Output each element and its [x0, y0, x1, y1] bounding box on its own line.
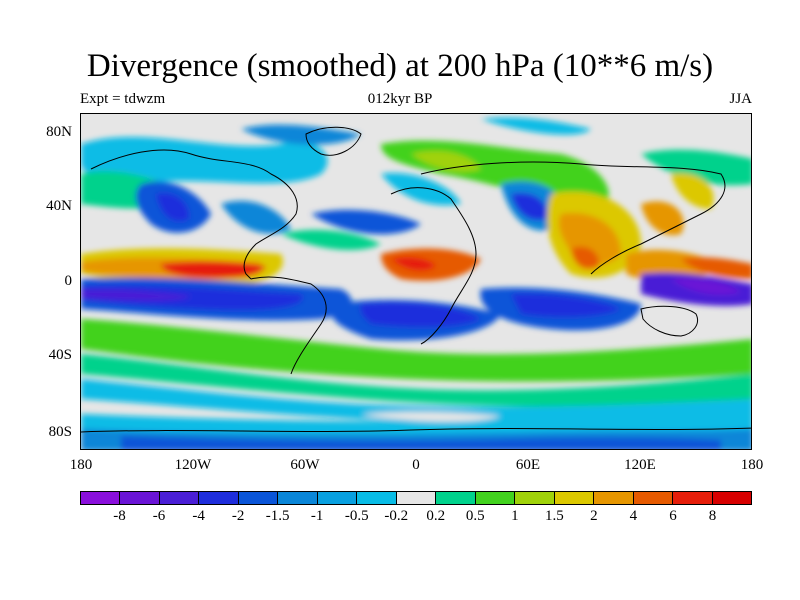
colorbar-label-9: 0.5	[465, 508, 485, 524]
colorbar-box-5	[278, 492, 318, 504]
antarctica-outline	[81, 427, 751, 433]
colorbar-box-1	[120, 492, 160, 504]
divergence-map	[80, 113, 752, 450]
lat-tick-40s: 40S	[48, 347, 72, 363]
lat-tick-40n: 40N	[46, 198, 72, 214]
colorbar-label-0: -8	[113, 508, 126, 524]
colorbar-label-6: -0.5	[344, 508, 369, 524]
map-svg	[81, 114, 751, 449]
colorbar-label-3: -2	[231, 508, 245, 524]
colorbar-label-4: -1.5	[265, 508, 290, 524]
lon-tick-180w: 180	[69, 457, 93, 473]
time-label: 012kyr BP	[367, 91, 433, 107]
colorbar-label-11: 1.5	[544, 508, 564, 524]
colorbar-box-8	[396, 492, 437, 504]
colorbar-box-4	[238, 492, 279, 504]
lat-tick-80n: 80N	[46, 124, 72, 140]
lat-tick-0: 0	[64, 273, 73, 289]
greenland-outline	[305, 126, 362, 156]
colorbar-box-3	[199, 492, 239, 504]
colorbar-box-12	[554, 492, 595, 504]
season-label: JJA	[729, 91, 752, 107]
colorbar-box-9	[436, 492, 476, 504]
divergence-field	[81, 117, 751, 449]
south-america-outline	[250, 276, 327, 375]
colorbar-label-1: -6	[152, 508, 166, 524]
lat-tick-80s: 80S	[48, 424, 72, 440]
lon-tick-60e: 60E	[515, 457, 541, 473]
colorbar-label-12: 2	[590, 508, 598, 524]
experiment-label: Expt = tdwzm	[80, 91, 166, 107]
colorbar-label-15: 8	[708, 508, 717, 524]
colorbar	[80, 491, 752, 505]
colorbar-box-6	[317, 492, 358, 504]
africa-outline	[390, 187, 477, 345]
eurasia-outline	[420, 161, 726, 275]
coastlines	[81, 126, 751, 433]
lon-tick-120w: 120W	[174, 457, 212, 473]
plot-title: Divergence (smoothed) at 200 hPa (10**6 …	[86, 48, 714, 84]
lon-tick-180e: 180	[740, 457, 764, 473]
lon-tick-60w: 60W	[290, 457, 320, 473]
colorbar-label-14: 6	[669, 508, 677, 524]
lon-tick-120e: 120E	[624, 457, 656, 473]
colorbar-label-13: 4	[629, 508, 638, 524]
colorbar-box-0	[81, 492, 121, 504]
colorbar-label-5: -1	[310, 508, 324, 524]
colorbar-label-7: -0.2	[384, 508, 409, 524]
colorbar-box-11	[515, 492, 555, 504]
australia-outline	[640, 305, 698, 337]
colorbar-box-15	[673, 492, 713, 504]
colorbar-label-2: -4	[192, 508, 205, 524]
colorbar-label-8: 0.2	[426, 508, 446, 524]
colorbar-box-13	[594, 492, 634, 504]
lon-tick-0: 0	[412, 457, 420, 473]
colorbar-box-14	[633, 492, 674, 504]
colorbar-box-2	[159, 492, 200, 504]
colorbar-box-7	[357, 492, 397, 504]
colorbar-box-10	[475, 492, 516, 504]
north-america-outline	[90, 149, 298, 280]
colorbar-box-16	[712, 492, 751, 504]
colorbar-label-10: 1	[511, 508, 519, 524]
